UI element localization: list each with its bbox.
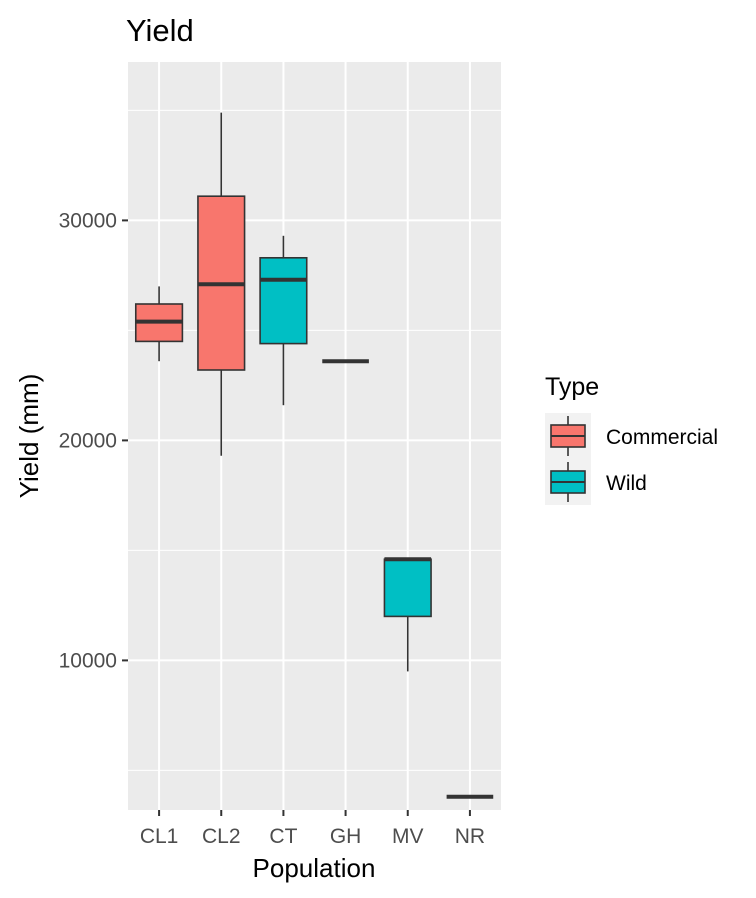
legend-key-wild: Wild (545, 459, 647, 505)
y-tick-label: 20000 (59, 429, 117, 452)
y-axis-title: Yield (mm) (14, 374, 44, 499)
chart-title: Yield (126, 13, 194, 48)
x-tick-label: NR (455, 825, 485, 848)
legend-label: Commercial (606, 426, 718, 449)
x-axis: CL1 CL2 CT GH MV NR (140, 810, 485, 848)
x-tick-label: CL1 (140, 825, 179, 848)
box-cl2 (197, 112, 246, 456)
box-group (134, 112, 494, 799)
x-tick-label: CT (269, 825, 297, 848)
minor-gridlines (128, 109, 501, 771)
box-cl1 (134, 286, 184, 362)
legend: Type Commercial Wild (545, 373, 718, 505)
box-body (259, 256, 308, 345)
x-tick-label: CL2 (202, 825, 241, 848)
x-axis-title: Population (253, 853, 376, 883)
box-body (383, 558, 432, 618)
legend-title: Type (545, 373, 599, 401)
x-tick-label: GH (330, 825, 362, 848)
legend-keys: Commercial Wild (545, 413, 718, 505)
y-axis: 10000 20000 30000 (59, 209, 128, 672)
y-tick-label: 10000 (59, 649, 117, 672)
x-tick-label: MV (392, 825, 424, 848)
legend-label: Wild (606, 472, 647, 495)
box-ct (259, 235, 308, 406)
box-mv (383, 557, 432, 672)
plot-panel (128, 62, 501, 810)
legend-key-commercial: Commercial (545, 413, 718, 459)
y-tick-label: 30000 (59, 209, 117, 232)
